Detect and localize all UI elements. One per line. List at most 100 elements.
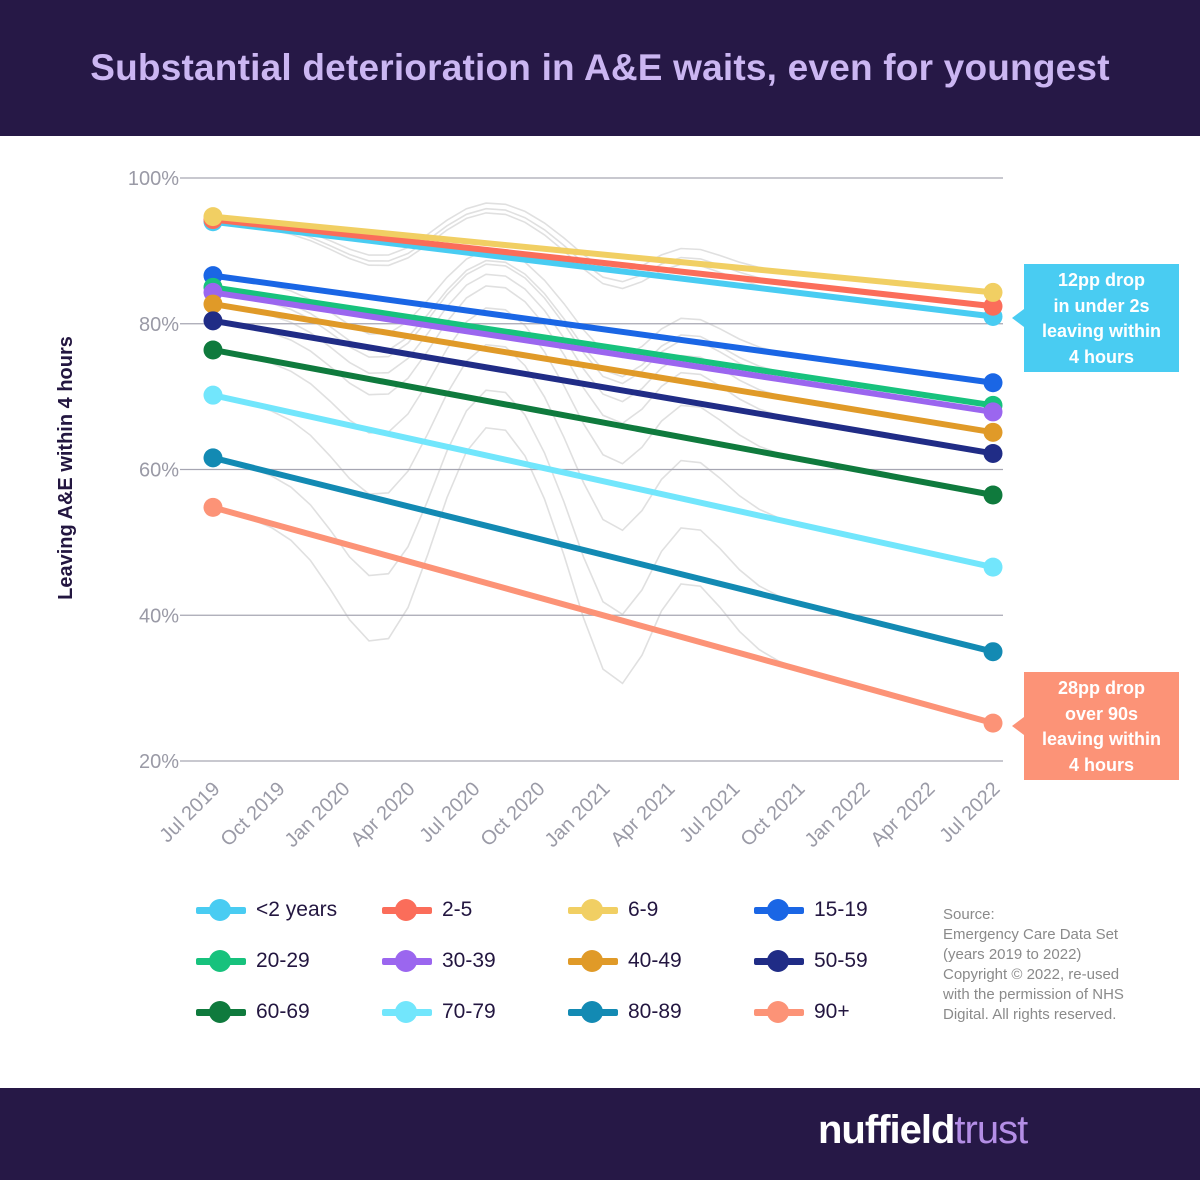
legend-swatch [754,999,804,1025]
source-note: Source: Emergency Care Data Set (years 2… [943,905,1173,1025]
legend-swatch [382,999,432,1025]
callout-line: 28pp drop [1057,678,1145,698]
series-line [210,346,996,499]
legend-item: 90+ [754,998,940,1026]
y-tick-label: 40% [139,605,179,627]
series-point [203,340,223,360]
legend-swatch [196,999,246,1025]
legend-item: <2 years [196,896,382,924]
nuffield-trust-logo: nuffieldtrust [818,1108,1028,1153]
legend-item: 40-49 [568,947,754,975]
y-tick-label: 20% [139,751,179,773]
x-tick-label: Jan 2022 [801,778,875,852]
legend-label: 2-5 [442,898,473,921]
series-line [210,317,996,457]
legend-label: 80-89 [628,1000,682,1023]
legend-swatch-dot [395,950,417,972]
x-tick-label: Jul 2020 [416,778,485,847]
callout-line: leaving within [1041,321,1161,341]
callout-line: in under 2s [1053,295,1150,316]
legend-item: 15-19 [754,896,940,924]
source-line: Source: [943,906,995,923]
series-point [203,497,223,517]
legend-swatch-dot [209,1001,231,1023]
series-line [210,301,996,436]
logo-part-trust: trust [954,1108,1028,1152]
legend-label: 90+ [814,1000,850,1023]
x-tick-label: Jul 2022 [936,778,1005,847]
x-tick-label: Oct 2021 [737,778,810,851]
x-tick-label: Oct 2020 [477,778,550,851]
series-point [983,485,1003,505]
source-line: (years 2019 to 2022) [943,946,1082,963]
series-line [210,216,996,310]
series-point [983,296,1003,316]
series-line [210,504,996,727]
legend-item: 30-39 [382,947,568,975]
series-point [203,311,223,331]
callout-line: 4 hours [1068,754,1134,775]
legend-swatch-dot [767,950,789,972]
x-tick-label: Oct 2019 [217,778,290,851]
series-line [210,213,996,296]
legend-label: 40-49 [628,949,682,972]
logo-part-nuffield: nuffield [818,1108,955,1152]
legend-label: <2 years [256,898,338,921]
legend-swatch-dot [395,1001,417,1023]
background-trend-line [212,307,994,496]
legend-item: 20-29 [196,947,382,975]
legend-swatch-dot [581,899,603,921]
series-point [203,294,223,314]
legend-label: 70-79 [442,1000,496,1023]
legend-swatch [568,948,618,974]
source-line: Digital. All rights reserved. [943,1006,1117,1023]
source-line: Emergency Care Data Set [943,926,1119,943]
callout-line: leaving within [1041,729,1161,749]
legend: <2 years 2-5 6-9 15-19 20-29 30-39 40-49 50-59 6… [196,896,916,1026]
series-point [983,422,1003,442]
background-trend-line [212,343,994,568]
callout-under-2s: 12pp drop in under 2s leaving within 4 h… [1024,264,1179,372]
series-line [210,272,996,386]
legend-item: 50-59 [754,947,940,975]
series-point [983,713,1003,733]
legend-swatch-dot [767,1001,789,1023]
legend-swatch-dot [209,950,231,972]
x-tick-label: Apr 2021 [607,778,680,851]
series-point [983,373,1003,393]
y-axis-ticks: 20% 40% 60% 80% 100% [128,168,179,773]
legend-item: 60-69 [196,998,382,1026]
series-point [203,385,223,405]
x-tick-label: Jul 2021 [676,778,745,847]
legend-swatch-dot [395,899,417,921]
legend-swatch-dot [209,899,231,921]
series-line [210,284,996,409]
callout-line: 4 hours [1068,346,1134,367]
legend-swatch [568,897,618,923]
legend-swatch [754,897,804,923]
y-tick-label: 100% [128,168,179,190]
x-tick-label: Jan 2020 [281,778,355,852]
callout-line: 12pp drop [1057,270,1145,290]
source-line: Copyright © 2022, re-used [943,966,1120,983]
series-lines [203,207,1003,733]
x-tick-label: Apr 2020 [347,778,420,851]
legend-item: 70-79 [382,998,568,1026]
series-point [983,557,1003,577]
callout-line: over 90s [1064,703,1139,724]
series-point [203,207,223,227]
x-tick-label: Jul 2019 [156,778,225,847]
series-line [210,289,996,415]
legend-label: 50-59 [814,949,868,972]
legend-swatch [196,948,246,974]
y-axis-label: Leaving A&E within 4 hours [55,336,77,600]
legend-label: 30-39 [442,949,496,972]
legend-swatch [568,999,618,1025]
series-line [210,454,996,655]
footer-banner: nuffieldtrust [0,1088,1200,1180]
x-tick-label: Apr 2022 [867,778,940,851]
source-line: with the permission of NHS [943,986,1124,1003]
legend-swatch-dot [767,899,789,921]
